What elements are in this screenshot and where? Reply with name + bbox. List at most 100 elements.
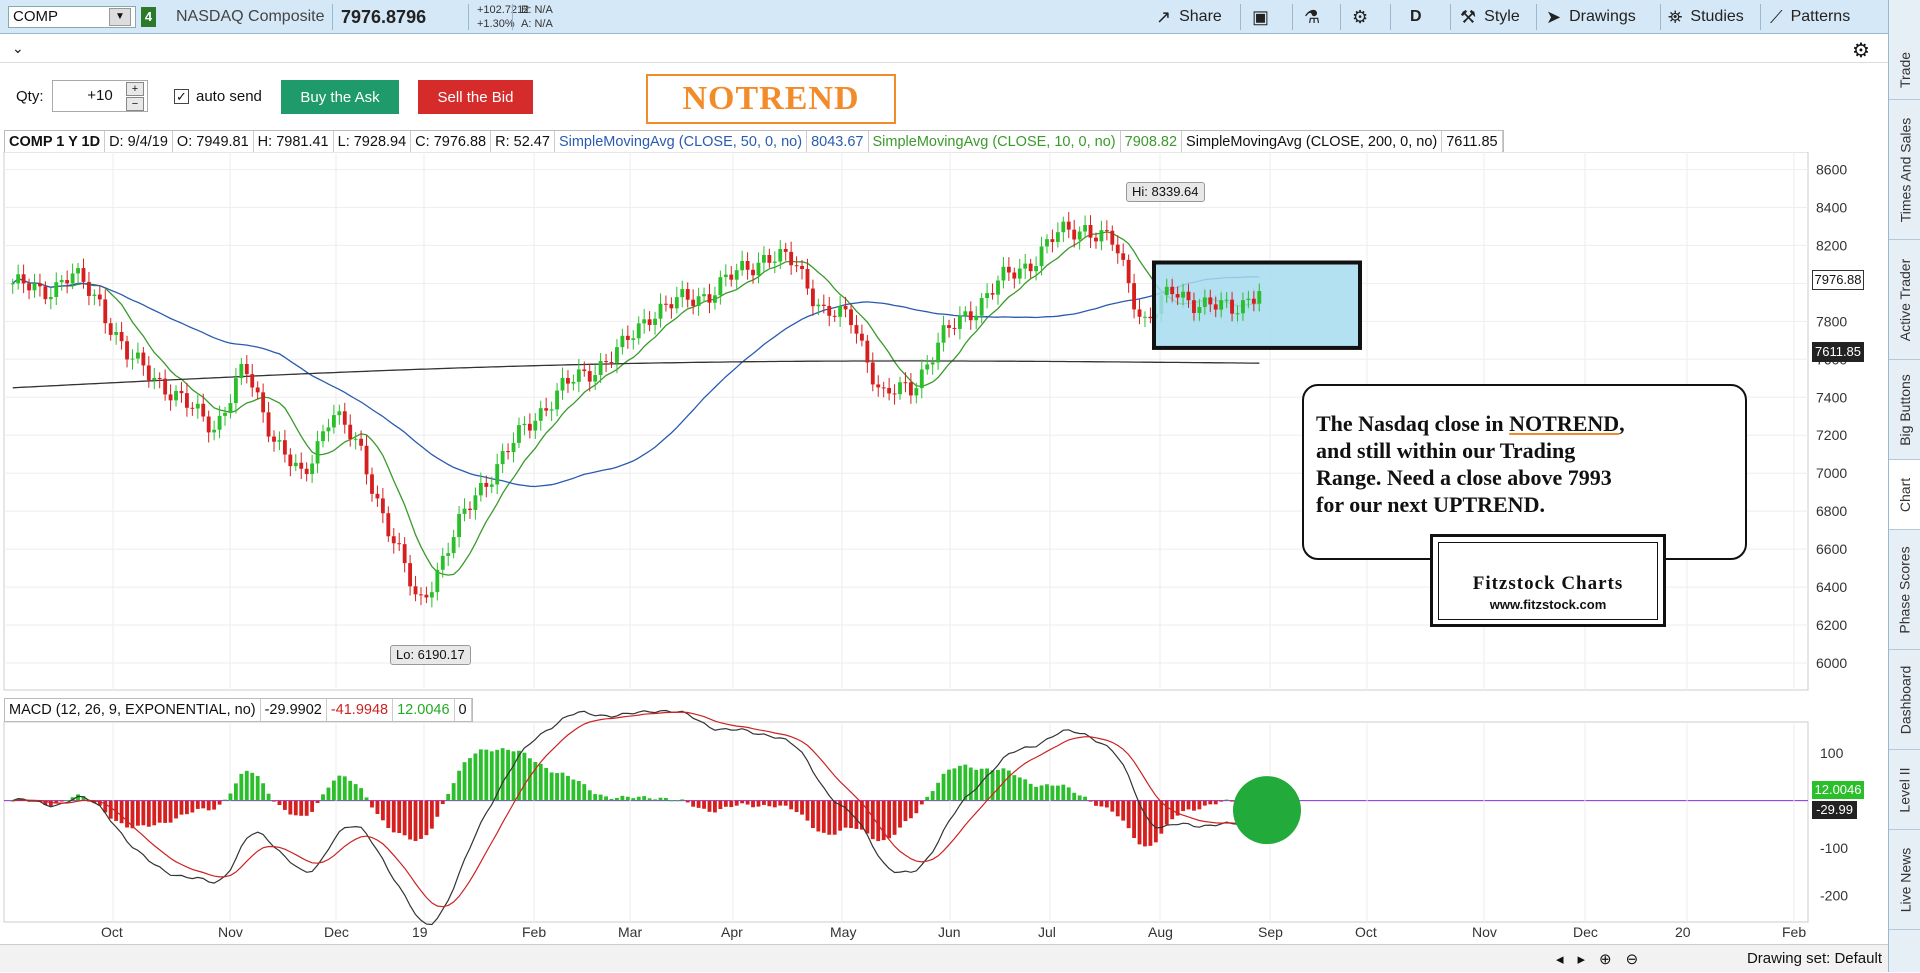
zoom-controls[interactable]: ◂▸⊕⊖ bbox=[1556, 951, 1653, 968]
candle-body bbox=[141, 352, 146, 366]
tab-times-and-sales[interactable]: Times And Sales bbox=[1889, 100, 1920, 240]
macd-histogram-bar bbox=[217, 800, 222, 805]
macd-histogram-bar bbox=[566, 775, 570, 801]
sma50-label[interactable]: SimpleMovingAvg (CLOSE, 50, 0, no) bbox=[555, 131, 808, 153]
share-button[interactable]: ↗ Share bbox=[1156, 0, 1222, 34]
candle-body bbox=[1137, 309, 1142, 317]
macd-histogram-bar bbox=[1017, 777, 1022, 801]
x-tick-label: 20 bbox=[1675, 924, 1691, 940]
candle-body bbox=[723, 274, 728, 278]
divider bbox=[1292, 4, 1293, 30]
sma10-line bbox=[12, 231, 1260, 576]
sma200-label[interactable]: SimpleMovingAvg (CLOSE, 200, 0, no) bbox=[1182, 131, 1443, 153]
link-badge[interactable]: 4 bbox=[141, 7, 156, 27]
candle-body bbox=[315, 441, 320, 464]
buy-the-ask-button[interactable]: Buy the Ask bbox=[281, 80, 399, 114]
candle-body bbox=[457, 513, 462, 538]
tab-active-trader[interactable]: Active Trader bbox=[1889, 240, 1920, 360]
candle-body bbox=[250, 374, 255, 388]
macd-histogram-bar bbox=[740, 800, 745, 804]
macd-histogram-bar bbox=[1023, 779, 1028, 801]
candle-body bbox=[413, 586, 418, 595]
tab-chart[interactable]: Chart bbox=[1889, 460, 1920, 530]
candle-body bbox=[1148, 316, 1153, 319]
candle-body bbox=[1164, 286, 1169, 295]
net-change: +102.7212 bbox=[477, 4, 530, 16]
x-tick-label: Oct bbox=[1355, 924, 1377, 940]
candle-body bbox=[1181, 291, 1185, 298]
symbol-dropdown-icon[interactable]: ▼ bbox=[109, 8, 131, 26]
candle-body bbox=[81, 268, 86, 282]
x-tick-label: Jun bbox=[938, 924, 961, 940]
style-button[interactable]: ⚒ Style bbox=[1460, 0, 1520, 34]
candle-body bbox=[1197, 306, 1202, 314]
macd-histogram-bar bbox=[664, 797, 668, 801]
gear-icon[interactable]: ⚙ bbox=[1852, 40, 1870, 62]
studies-button[interactable]: ⛯ Studies bbox=[1668, 0, 1744, 34]
tab-big-buttons[interactable]: Big Buttons bbox=[1889, 360, 1920, 460]
candle-body bbox=[772, 261, 777, 263]
macd-histogram-bar bbox=[413, 800, 418, 841]
qty-decrement-button[interactable]: − bbox=[126, 97, 144, 111]
flask-button[interactable]: ⚗ bbox=[1304, 0, 1320, 34]
patterns-button[interactable]: ⟋ Patterns bbox=[1770, 0, 1850, 34]
candle-body bbox=[576, 369, 581, 382]
candle-body bbox=[849, 309, 853, 326]
candle-body bbox=[1235, 313, 1240, 315]
drawings-button[interactable]: ➤ Drawings bbox=[1546, 0, 1636, 34]
candle-body bbox=[65, 280, 70, 284]
macd-histogram-bar bbox=[887, 800, 892, 839]
macd-histogram-bar bbox=[549, 772, 554, 801]
candle-body bbox=[321, 431, 325, 442]
macd-histogram-bar bbox=[65, 800, 70, 802]
macd-histogram-bar bbox=[321, 794, 325, 801]
candle-body bbox=[1251, 298, 1256, 304]
sma10-label[interactable]: SimpleMovingAvg (CLOSE, 10, 0, no) bbox=[869, 131, 1121, 153]
macd-histogram-bar bbox=[674, 800, 679, 802]
sell-the-bid-button[interactable]: Sell the Bid bbox=[418, 80, 533, 114]
tab-live-news[interactable]: Live News bbox=[1889, 830, 1920, 930]
candle-body bbox=[353, 438, 358, 440]
candle-body bbox=[756, 262, 761, 276]
timeframe-button[interactable]: D bbox=[1410, 8, 1422, 25]
candle-body bbox=[1219, 300, 1224, 310]
divider bbox=[1390, 4, 1391, 30]
macd-histogram-bar bbox=[636, 796, 641, 801]
candle-body bbox=[571, 381, 576, 384]
macd-histogram-bar bbox=[854, 800, 859, 829]
symbol-input[interactable]: COMP bbox=[8, 6, 136, 28]
tab-phase-scores[interactable]: Phase Scores bbox=[1889, 530, 1920, 650]
macd-histogram-bar bbox=[87, 800, 91, 802]
macd-histogram-bar bbox=[266, 793, 271, 801]
macd-histogram-bar bbox=[484, 749, 489, 801]
candle-body bbox=[718, 277, 723, 296]
macd-histogram-bar bbox=[272, 800, 276, 802]
candle-body bbox=[228, 403, 233, 413]
macd-histogram-bar bbox=[1219, 800, 1224, 802]
divider bbox=[1760, 4, 1761, 30]
macd-histogram-bar bbox=[293, 800, 298, 816]
last-price: 7976.8796 bbox=[341, 6, 427, 27]
macd-histogram-bar bbox=[190, 800, 195, 813]
divider bbox=[1340, 4, 1341, 30]
candle-body bbox=[919, 369, 924, 389]
auto-send-checkbox[interactable]: ✓ bbox=[174, 89, 189, 104]
settings-button[interactable]: ⚙ bbox=[1352, 0, 1368, 34]
macd-histogram-bar bbox=[1066, 787, 1071, 801]
sma200-line bbox=[12, 360, 1260, 389]
candle-body bbox=[549, 409, 554, 411]
candle-body bbox=[174, 390, 178, 401]
alerts-button[interactable]: ▣ bbox=[1252, 0, 1269, 34]
tab-dashboard[interactable]: Dashboard bbox=[1889, 650, 1920, 750]
drawing-set-selector[interactable]: Drawing set: Default bbox=[1746, 950, 1882, 967]
macd-tick-label: 100 bbox=[1820, 745, 1844, 761]
qty-increment-button[interactable]: + bbox=[126, 82, 144, 96]
tab-trade[interactable]: Trade bbox=[1889, 40, 1920, 100]
candle-body bbox=[680, 289, 685, 298]
candle-body bbox=[348, 424, 353, 440]
macd-label[interactable]: MACD (12, 26, 9, EXPONENTIAL, no) bbox=[5, 699, 261, 721]
tab-level-ii[interactable]: Level II bbox=[1889, 750, 1920, 830]
candle-body bbox=[386, 513, 391, 537]
macd-histogram-bar bbox=[669, 800, 674, 802]
chevron-down-icon[interactable]: ⌄ bbox=[12, 40, 24, 56]
